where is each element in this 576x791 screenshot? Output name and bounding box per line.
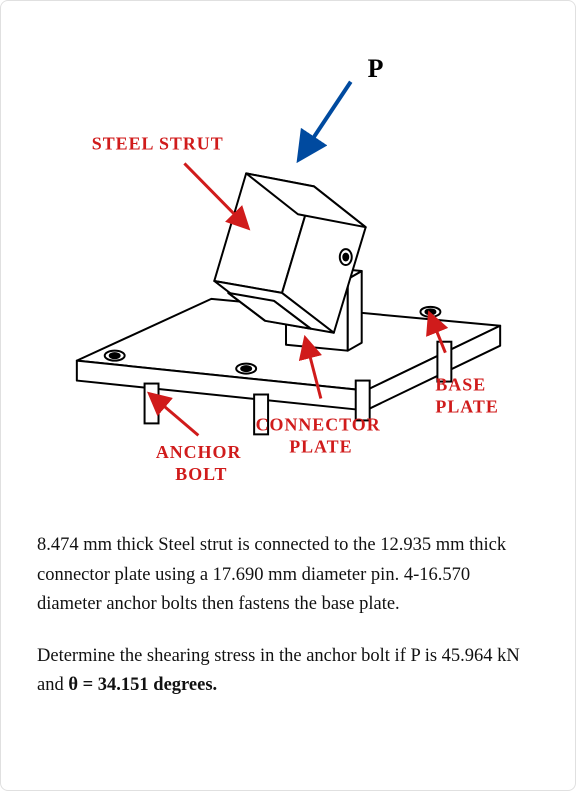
steel-strut-label: STEEL STRUT [92,133,224,153]
problem-paragraph-1: 8.474 mm thick Steel strut is connected … [37,531,539,620]
force-arrow [301,82,351,157]
problem-paragraph-2: Determine the shearing stress in the anc… [37,642,539,701]
anchor-bolt-label: ANCHOR BOLT [156,442,247,484]
base-plate-label: BASE PLATE [435,375,498,417]
strut-diagram-svg: P STEEL STRUT BASE PLATE CONNECTOR PLATE… [37,41,539,501]
diagram: P STEEL STRUT BASE PLATE CONNECTOR PLATE… [37,41,539,501]
question-bold: θ = 34.151 degrees. [68,675,217,695]
force-label: P [368,54,384,83]
connector-plate-label: CONNECTOR PLATE [256,414,387,456]
